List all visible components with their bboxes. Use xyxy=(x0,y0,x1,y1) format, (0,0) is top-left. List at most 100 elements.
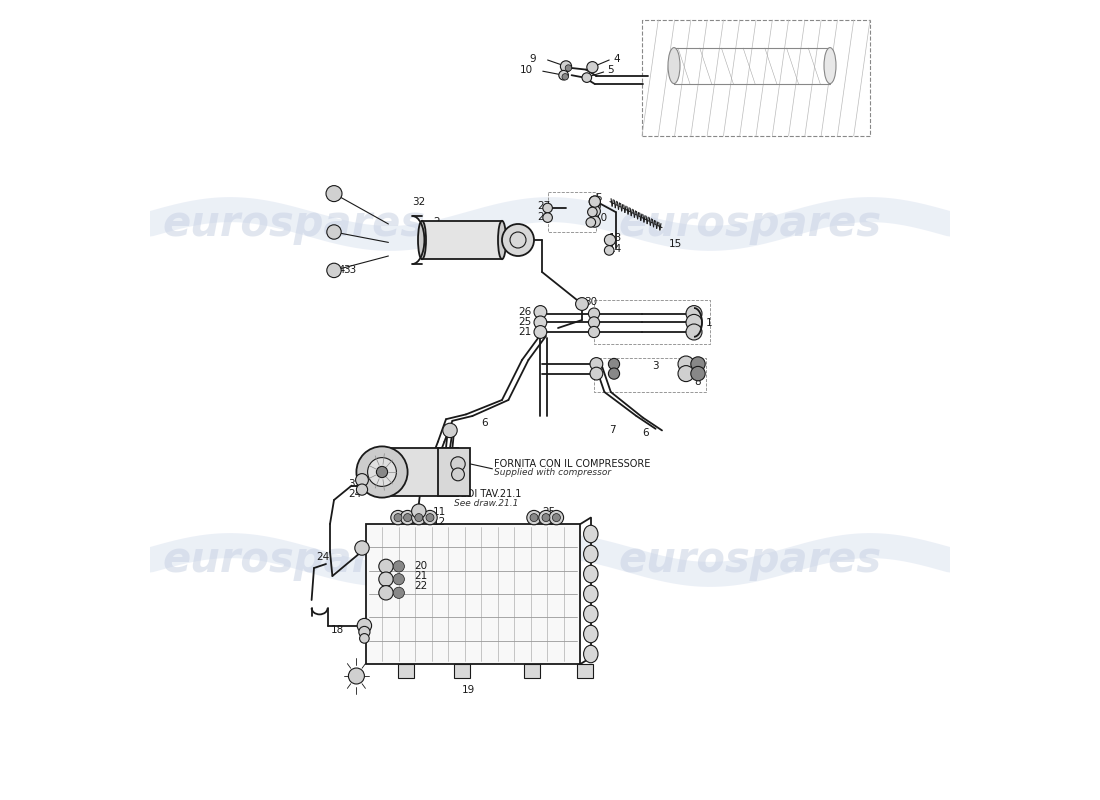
Bar xyxy=(578,664,593,678)
Circle shape xyxy=(360,634,370,643)
Circle shape xyxy=(691,357,705,371)
Text: Supplied with compressor: Supplied with compressor xyxy=(494,468,612,478)
Circle shape xyxy=(575,298,589,310)
Text: 24: 24 xyxy=(317,552,330,562)
Text: 14: 14 xyxy=(609,244,623,254)
Text: eurospares: eurospares xyxy=(163,203,426,245)
Text: 8: 8 xyxy=(694,378,701,387)
Circle shape xyxy=(378,572,393,586)
Text: 21: 21 xyxy=(518,327,531,337)
Text: 33: 33 xyxy=(343,266,356,275)
Text: 21: 21 xyxy=(414,571,427,581)
Ellipse shape xyxy=(418,221,426,259)
Circle shape xyxy=(586,218,595,227)
Circle shape xyxy=(588,326,600,338)
Text: eurospares: eurospares xyxy=(618,203,881,245)
Circle shape xyxy=(604,234,616,246)
Circle shape xyxy=(327,225,341,239)
Text: 22: 22 xyxy=(414,582,427,591)
Text: VEDI TAV.21.1: VEDI TAV.21.1 xyxy=(454,490,521,499)
Text: 9: 9 xyxy=(595,202,602,212)
Circle shape xyxy=(542,514,550,522)
Circle shape xyxy=(559,70,569,80)
Circle shape xyxy=(542,213,552,222)
Bar xyxy=(398,664,414,678)
Circle shape xyxy=(588,308,600,319)
Circle shape xyxy=(356,446,408,498)
Circle shape xyxy=(686,324,702,340)
Ellipse shape xyxy=(584,526,598,542)
Text: 32: 32 xyxy=(349,479,362,489)
Ellipse shape xyxy=(584,626,598,642)
Text: 25: 25 xyxy=(537,212,550,222)
Text: 19: 19 xyxy=(462,686,475,695)
Text: 32: 32 xyxy=(412,197,426,206)
Ellipse shape xyxy=(584,646,598,662)
Circle shape xyxy=(678,356,694,372)
Text: 34: 34 xyxy=(332,266,345,275)
Text: 5: 5 xyxy=(595,193,602,202)
Circle shape xyxy=(355,541,370,555)
Bar xyxy=(366,524,581,664)
Circle shape xyxy=(356,484,367,495)
Ellipse shape xyxy=(584,546,598,562)
Bar xyxy=(422,221,502,259)
Circle shape xyxy=(586,62,598,73)
Circle shape xyxy=(443,423,458,438)
Circle shape xyxy=(376,466,387,478)
Text: 2: 2 xyxy=(433,218,440,227)
Circle shape xyxy=(562,74,569,80)
Bar xyxy=(438,448,470,496)
Circle shape xyxy=(358,618,372,633)
Circle shape xyxy=(608,368,619,379)
Circle shape xyxy=(394,514,402,522)
Circle shape xyxy=(530,514,538,522)
Ellipse shape xyxy=(824,48,836,84)
Circle shape xyxy=(608,358,619,370)
Text: 18: 18 xyxy=(331,626,344,635)
Circle shape xyxy=(590,206,601,217)
Circle shape xyxy=(604,246,614,255)
Circle shape xyxy=(355,474,368,486)
Ellipse shape xyxy=(668,48,680,84)
Text: 4: 4 xyxy=(613,54,619,64)
Ellipse shape xyxy=(584,566,598,582)
Circle shape xyxy=(686,314,702,330)
Circle shape xyxy=(590,358,603,370)
Circle shape xyxy=(534,306,547,318)
Circle shape xyxy=(349,668,364,684)
Circle shape xyxy=(534,326,547,338)
Text: 7: 7 xyxy=(609,426,616,435)
Circle shape xyxy=(393,587,405,598)
Circle shape xyxy=(422,510,437,525)
Circle shape xyxy=(411,504,426,518)
Circle shape xyxy=(552,514,560,522)
Circle shape xyxy=(415,514,422,522)
Text: 20: 20 xyxy=(542,517,556,526)
Circle shape xyxy=(390,510,405,525)
Circle shape xyxy=(527,510,541,525)
Circle shape xyxy=(426,514,434,522)
Circle shape xyxy=(539,510,553,525)
Text: 6: 6 xyxy=(481,418,487,428)
Text: 20: 20 xyxy=(414,561,427,570)
Text: 25: 25 xyxy=(518,317,531,326)
Bar xyxy=(382,448,458,496)
Text: 13: 13 xyxy=(609,234,623,243)
Ellipse shape xyxy=(584,586,598,602)
Circle shape xyxy=(359,626,370,638)
Circle shape xyxy=(327,263,341,278)
Circle shape xyxy=(587,207,597,217)
Circle shape xyxy=(560,61,572,72)
Circle shape xyxy=(590,196,601,207)
Circle shape xyxy=(452,468,464,481)
Circle shape xyxy=(686,306,702,322)
Text: 10: 10 xyxy=(519,66,532,75)
Circle shape xyxy=(393,561,405,572)
Circle shape xyxy=(451,457,465,471)
Circle shape xyxy=(549,510,563,525)
Text: FORNITA CON IL COMPRESSORE: FORNITA CON IL COMPRESSORE xyxy=(494,459,650,469)
Ellipse shape xyxy=(498,221,506,259)
Circle shape xyxy=(404,514,411,522)
Circle shape xyxy=(534,316,547,329)
